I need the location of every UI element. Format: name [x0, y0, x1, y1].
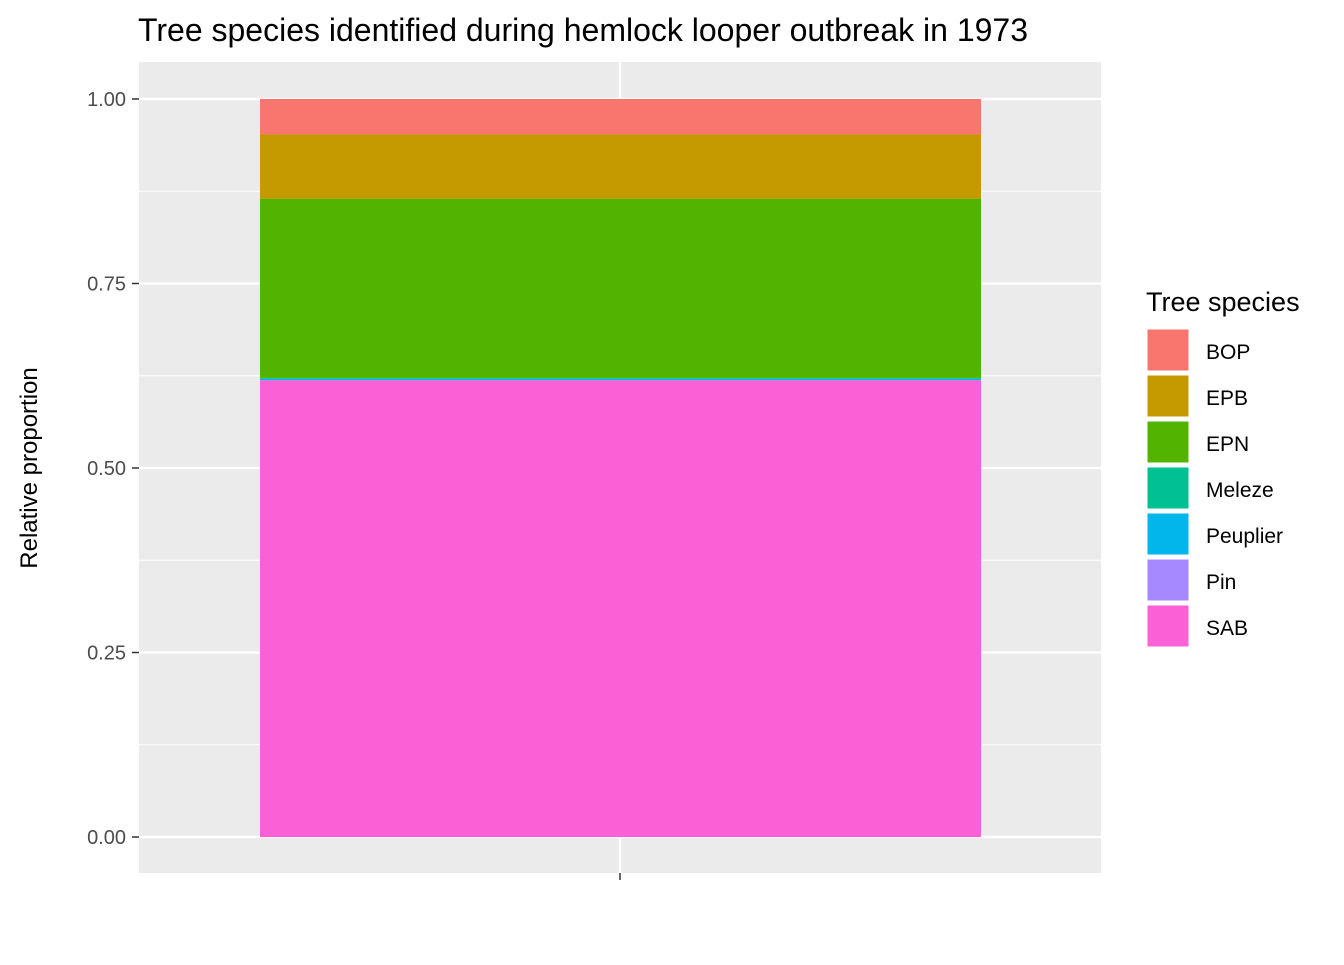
- legend: Tree species BOP EPB EPN Meleze Peuplier Pin S…: [1146, 287, 1300, 648]
- legend-label-epb: EPB: [1206, 387, 1248, 410]
- legend-label-meleze: Meleze: [1206, 479, 1274, 502]
- legend-key-epb: [1146, 374, 1190, 418]
- bar-segment-epb: [260, 134, 981, 199]
- bar-segment-peuplier: [260, 378, 981, 381]
- legend-label-bop: BOP: [1206, 341, 1250, 364]
- legend-label-pin: Pin: [1206, 571, 1236, 594]
- bar-segment-sab: [260, 380, 981, 837]
- y-tick-label: 0.25: [87, 643, 126, 665]
- legend-key-bop: [1146, 328, 1190, 372]
- y-tick-label: 0.50: [87, 458, 126, 480]
- bar-segment-bop: [260, 99, 981, 135]
- chart-title: Tree species identified during hemlock l…: [138, 12, 1028, 48]
- y-axis: 0.00 0.25 0.50 0.75 1.00: [87, 89, 139, 849]
- legend-key-meleze: [1146, 466, 1190, 510]
- legend-title: Tree species: [1146, 287, 1300, 317]
- legend-key-pin: [1146, 558, 1190, 602]
- legend-key-sab: [1146, 604, 1190, 648]
- legend-label-sab: SAB: [1206, 617, 1248, 640]
- bar-segment-epn: [260, 198, 981, 378]
- bar-segment-meleze: [260, 377, 981, 379]
- legend-label-epn: EPN: [1206, 433, 1249, 456]
- legend-key-epn: [1146, 420, 1190, 464]
- legend-key-peuplier: [1146, 512, 1190, 556]
- bar-stack: [260, 99, 981, 837]
- y-tick-label: 0.75: [87, 274, 126, 296]
- y-tick-label: 1.00: [87, 89, 126, 111]
- y-tick-label: 0.00: [87, 827, 126, 849]
- y-axis-title: Relative proportion: [16, 367, 43, 568]
- legend-label-peuplier: Peuplier: [1206, 525, 1283, 548]
